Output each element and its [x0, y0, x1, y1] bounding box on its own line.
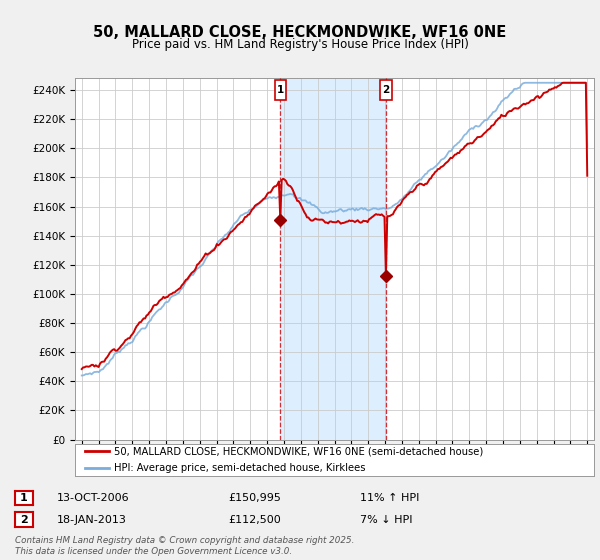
- Text: Price paid vs. HM Land Registry's House Price Index (HPI): Price paid vs. HM Land Registry's House …: [131, 38, 469, 52]
- Text: 7% ↓ HPI: 7% ↓ HPI: [360, 515, 413, 525]
- Bar: [280, 78, 386, 440]
- Text: HPI: Average price, semi-detached house, Kirklees: HPI: Average price, semi-detached house,…: [114, 463, 365, 473]
- Text: 11% ↑ HPI: 11% ↑ HPI: [360, 493, 419, 503]
- Text: 13-OCT-2006: 13-OCT-2006: [57, 493, 130, 503]
- Text: 1: 1: [277, 85, 284, 95]
- Text: Contains HM Land Registry data © Crown copyright and database right 2025.
This d: Contains HM Land Registry data © Crown c…: [15, 536, 355, 556]
- Text: 2: 2: [20, 515, 28, 525]
- Text: £150,995: £150,995: [228, 493, 281, 503]
- FancyBboxPatch shape: [380, 80, 392, 100]
- Text: 50, MALLARD CLOSE, HECKMONDWIKE, WF16 0NE: 50, MALLARD CLOSE, HECKMONDWIKE, WF16 0N…: [94, 25, 506, 40]
- Text: 18-JAN-2013: 18-JAN-2013: [57, 515, 127, 525]
- Text: 2: 2: [382, 85, 389, 95]
- Text: 50, MALLARD CLOSE, HECKMONDWIKE, WF16 0NE (semi-detached house): 50, MALLARD CLOSE, HECKMONDWIKE, WF16 0N…: [114, 446, 483, 456]
- FancyBboxPatch shape: [275, 80, 286, 100]
- Text: 1: 1: [20, 493, 28, 503]
- Text: £112,500: £112,500: [228, 515, 281, 525]
